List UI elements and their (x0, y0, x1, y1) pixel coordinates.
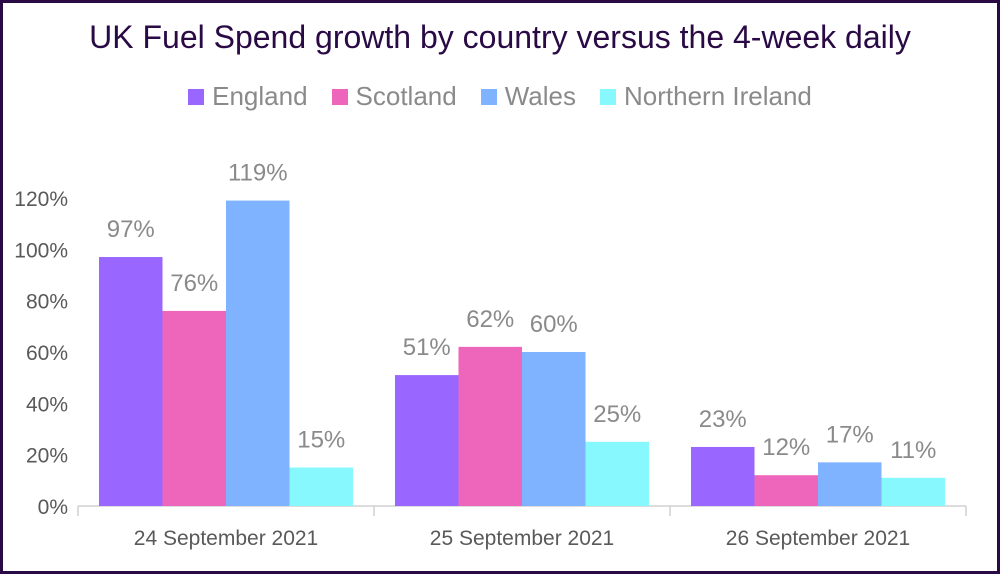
legend-label-wales: Wales (504, 81, 576, 111)
data-label: 51% (403, 334, 451, 361)
legend-swatch-northern-ireland (600, 88, 616, 105)
legend: England Scotland Wales Northern Ireland (3, 81, 997, 112)
legend-swatch-england (188, 88, 205, 105)
y-tick-label: 20% (26, 445, 68, 468)
bar-wales (226, 200, 290, 507)
legend-item-wales: Wales (480, 81, 576, 112)
data-label: 119% (228, 160, 288, 187)
data-label: 76% (170, 270, 218, 297)
data-label: 62% (466, 306, 514, 333)
x-tick-label: 25 September 2021 (430, 527, 614, 550)
data-label: 60% (530, 311, 578, 338)
bar-scotland (458, 346, 522, 506)
bar-northern-ireland (585, 441, 649, 506)
bar-england (99, 257, 163, 506)
bar-northern-ireland (289, 467, 353, 506)
y-tick-label: 0% (38, 496, 68, 519)
bar-northern-ireland (881, 477, 945, 506)
legend-swatch-wales (480, 88, 497, 105)
bar-wales (818, 462, 882, 506)
y-tick-label: 80% (26, 291, 68, 314)
bar-england (395, 375, 459, 506)
legend-label-england: England (212, 81, 308, 111)
legend-item-scotland: Scotland (331, 81, 457, 112)
legend-label-northern-ireland: Northern Ireland (624, 81, 812, 111)
bar-scotland (162, 310, 226, 506)
bar-chart: 0% 20% 40% 60% 80% 100% 120% 97% 76% 119% 15% 24 Se… (14, 160, 967, 550)
y-tick-label: 40% (26, 393, 68, 416)
bar-wales (522, 352, 586, 506)
data-label: 23% (699, 406, 747, 433)
y-tick-label: 60% (26, 342, 68, 365)
data-label: 17% (826, 421, 874, 448)
legend-swatch-scotland (331, 88, 348, 105)
legend-item-england: England (188, 81, 308, 112)
data-label: 11% (890, 437, 936, 464)
y-tick-label: 100% (14, 239, 68, 262)
legend-item-northern-ireland: Northern Ireland (600, 81, 812, 112)
bar-england (691, 446, 755, 506)
x-tick-label: 26 September 2021 (726, 527, 910, 550)
x-tick-label: 24 September 2021 (134, 527, 318, 550)
data-label: 25% (593, 401, 641, 428)
bar-scotland (754, 475, 818, 506)
data-label: 15% (297, 427, 345, 454)
data-label: 97% (107, 216, 155, 243)
data-label: 12% (762, 434, 810, 461)
chart-title: UK Fuel Spend growth by country versus t… (89, 19, 911, 55)
y-tick-label: 120% (14, 188, 68, 211)
legend-label-scotland: Scotland (355, 81, 457, 111)
